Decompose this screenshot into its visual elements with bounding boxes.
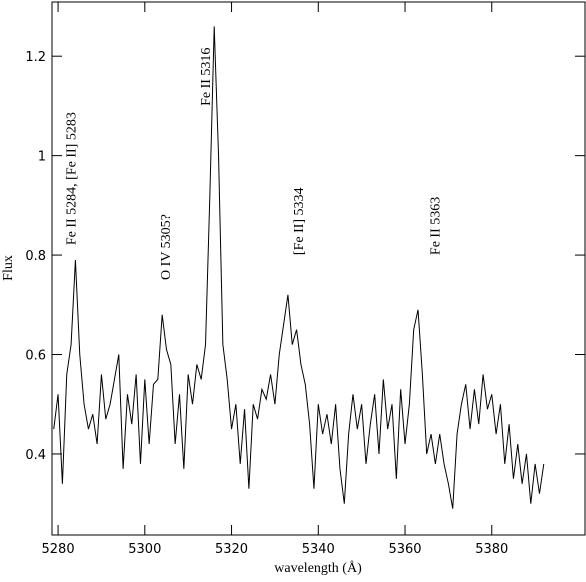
x-tick-label: 5320 bbox=[215, 542, 248, 557]
annotation: [Fe II] 5334 bbox=[292, 187, 307, 255]
x-tick-label: 5280 bbox=[42, 542, 75, 557]
annotation: Fe II 5316 bbox=[199, 48, 214, 106]
x-tick-label: 5380 bbox=[475, 542, 508, 557]
y-tick-label: 0.6 bbox=[25, 349, 46, 364]
annotation: O IV 5305? bbox=[159, 214, 174, 280]
annotation: Fe II 5284, [Fe II] 5283 bbox=[64, 112, 79, 245]
plot-frame bbox=[51, 1, 586, 536]
spectrum-line bbox=[53, 26, 545, 509]
y-tick-label: 1.2 bbox=[25, 50, 46, 65]
x-tick-label: 5360 bbox=[388, 542, 421, 557]
x-tick-label: 5340 bbox=[302, 542, 335, 557]
x-tick-label: 5300 bbox=[128, 542, 161, 557]
y-axis-label: Flux bbox=[1, 255, 16, 281]
y-tick-label: 1 bbox=[38, 150, 46, 165]
y-tick-label: 0.8 bbox=[25, 249, 46, 264]
annotation: Fe II 5363 bbox=[429, 197, 444, 255]
y-tick-label: 0.4 bbox=[25, 448, 46, 463]
x-axis-label: wavelength (Å) bbox=[274, 560, 362, 576]
